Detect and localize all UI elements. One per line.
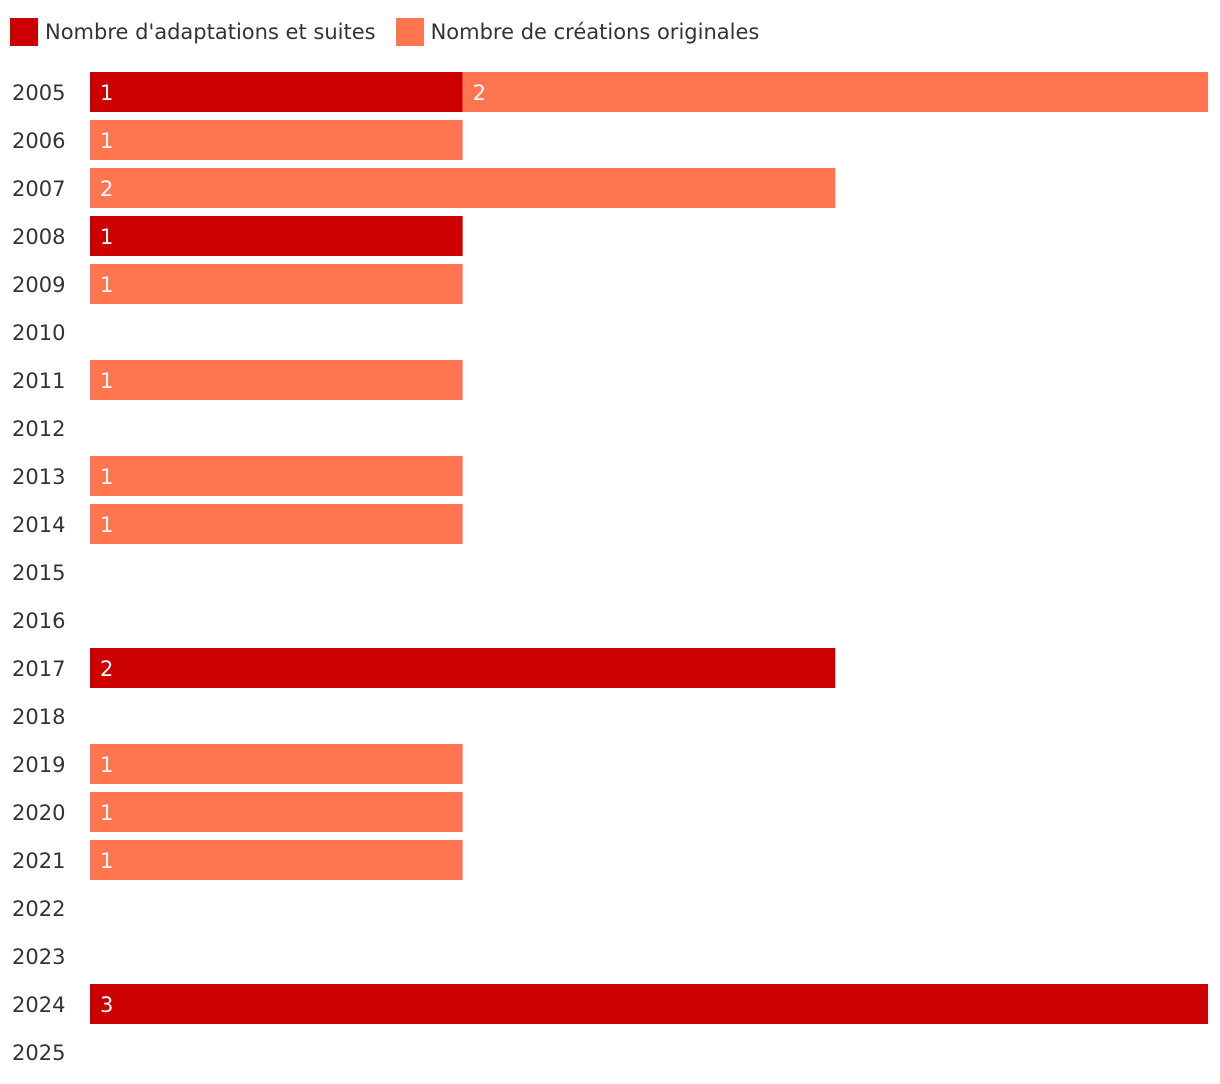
y-tick-label: 2025 (12, 1041, 65, 1065)
bar-originals[interactable] (90, 792, 463, 832)
legend-swatch-originals (395, 18, 424, 46)
y-tick-label: 2017 (12, 657, 65, 681)
bar-value-label: 3 (100, 993, 113, 1017)
bar-adaptations[interactable] (90, 72, 463, 112)
bar-value-label: 1 (100, 753, 113, 777)
legend-item-originals[interactable]: Nombre de créations originales (395, 18, 760, 46)
y-tick-label: 2024 (12, 993, 65, 1017)
bar-value-label: 1 (100, 81, 113, 105)
bar-value-label: 1 (100, 513, 113, 537)
bar-originals[interactable] (90, 744, 463, 784)
bar-value-label: 1 (100, 273, 113, 297)
bar-value-label: 1 (100, 465, 113, 489)
bar-value-label: 1 (100, 129, 113, 153)
y-tick-label: 2018 (12, 705, 65, 729)
bar-value-label: 2 (100, 177, 113, 201)
y-tick-label: 2008 (12, 225, 65, 249)
y-tick-label: 2005 (12, 81, 65, 105)
legend-label-adaptations: Nombre d'adaptations et suites (45, 20, 376, 44)
legend-item-adaptations[interactable]: Nombre d'adaptations et suites (10, 18, 376, 46)
y-tick-label: 2022 (12, 897, 65, 921)
bar-originals[interactable] (90, 264, 463, 304)
bar-originals[interactable] (90, 504, 463, 544)
y-tick-label: 2010 (12, 321, 65, 345)
bar-originals[interactable] (90, 168, 836, 208)
legend-label-originals: Nombre de créations originales (430, 20, 760, 44)
legend-swatch-adaptations (10, 18, 38, 46)
bar-value-label: 1 (100, 369, 113, 393)
y-tick-label: 2006 (12, 129, 65, 153)
bar-originals[interactable] (90, 120, 463, 160)
bar-adaptations[interactable] (90, 984, 1208, 1024)
y-tick-label: 2016 (12, 609, 65, 633)
bar-originals[interactable] (90, 456, 463, 496)
bar-value-label: 1 (100, 849, 113, 873)
bar-value-label: 2 (100, 657, 113, 681)
bar-value-label: 1 (100, 225, 113, 249)
y-tick-label: 2014 (12, 513, 65, 537)
bar-adaptations[interactable] (90, 648, 836, 688)
y-tick-label: 2011 (12, 369, 65, 393)
bar-originals[interactable] (462, 72, 1209, 112)
y-tick-label: 2021 (12, 849, 65, 873)
y-tick-label: 2007 (12, 177, 65, 201)
bar-originals[interactable] (90, 360, 463, 400)
y-tick-label: 2020 (12, 801, 65, 825)
bar-value-label: 1 (100, 801, 113, 825)
y-tick-label: 2023 (12, 945, 65, 969)
y-tick-label: 2009 (12, 273, 65, 297)
bar-adaptations[interactable] (90, 216, 463, 256)
y-tick-label: 2013 (12, 465, 65, 489)
y-tick-label: 2015 (12, 561, 65, 585)
y-tick-label: 2019 (12, 753, 65, 777)
legend: Nombre d'adaptations et suites Nombre de… (10, 18, 779, 46)
bar-originals[interactable] (90, 840, 463, 880)
y-tick-label: 2012 (12, 417, 65, 441)
bar-value-label: 2 (473, 81, 486, 105)
